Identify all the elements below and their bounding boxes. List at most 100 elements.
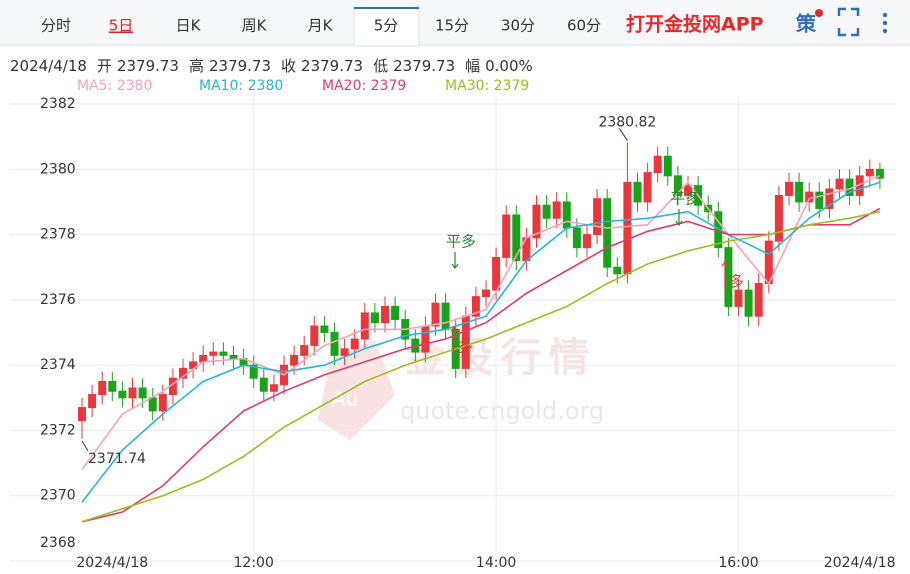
tab[interactable]: 15分 xyxy=(435,17,469,35)
candle-body xyxy=(209,351,218,356)
candle-body xyxy=(754,283,763,317)
candle-body xyxy=(633,181,642,203)
watermark-url: quote.cngold.org xyxy=(400,397,604,425)
candle-body xyxy=(330,332,339,356)
candle-body xyxy=(320,325,329,334)
candle-body xyxy=(441,302,450,330)
y-tick-label: 2372 xyxy=(40,422,76,438)
signal-arrow xyxy=(721,261,729,290)
signal-label: 多 xyxy=(458,338,473,356)
legend-entry: MA5: 2380 xyxy=(77,78,152,94)
info-value: 2379.73 xyxy=(117,57,179,75)
candle-body xyxy=(825,188,834,209)
info-value: 2379.73 xyxy=(393,57,455,75)
ma-line xyxy=(81,181,881,503)
candle-body xyxy=(229,354,238,360)
y-tick-label: 2374 xyxy=(40,357,76,373)
tab[interactable]: 月K xyxy=(308,17,334,35)
tab[interactable]: 分时 xyxy=(41,17,71,35)
info-date: 2024/4/18 xyxy=(10,57,87,75)
info-value: 2379.73 xyxy=(209,57,271,75)
candle-body xyxy=(431,302,440,327)
candle-body xyxy=(249,364,258,379)
ma-line xyxy=(81,207,881,523)
candle-body xyxy=(290,354,299,366)
candle-body xyxy=(562,201,571,229)
candle-body xyxy=(78,407,86,422)
candle-body xyxy=(219,351,228,356)
candle-body xyxy=(118,390,127,399)
x-tick-label: 14:00 xyxy=(476,555,516,571)
y-tick-label: 2380 xyxy=(40,161,76,177)
notice-dot xyxy=(815,9,823,17)
y-tick-label: 2382 xyxy=(40,96,76,112)
y-tick-label: 2368 xyxy=(40,535,76,551)
x-tick-label: 2024/4/18 xyxy=(824,555,896,571)
candle-body xyxy=(875,168,884,179)
y-tick-label: 2376 xyxy=(40,292,76,308)
strategy-icon[interactable]: 策 xyxy=(796,12,817,36)
x-tick-label: 16:00 xyxy=(718,555,758,571)
candle-body xyxy=(340,348,349,356)
legend-entry: MA20: 2379 xyxy=(322,78,406,94)
candle-body xyxy=(128,387,137,399)
candle-body xyxy=(623,181,632,275)
candle-body xyxy=(552,201,561,219)
tab[interactable]: 60分 xyxy=(567,17,601,35)
candle-body xyxy=(259,377,268,392)
x-tick-label: 12:00 xyxy=(234,555,274,571)
info-label: 开 xyxy=(97,57,112,75)
candle-body xyxy=(138,387,147,399)
signal-label: 平多 xyxy=(446,233,476,251)
candle-body xyxy=(381,305,389,324)
tab[interactable]: 周K xyxy=(242,17,268,35)
candle-body xyxy=(593,198,602,236)
candle-body xyxy=(865,168,874,177)
y-tick-label: 2370 xyxy=(40,488,76,504)
candle-body xyxy=(512,214,521,262)
info-value: 2379.73 xyxy=(301,57,363,75)
candle-body xyxy=(542,204,551,219)
candle-body xyxy=(158,394,167,412)
candle-body xyxy=(603,198,612,268)
tab[interactable]: 日K xyxy=(176,17,202,35)
info-value: 0.00% xyxy=(485,57,533,75)
candle-body xyxy=(269,384,278,392)
fullscreen-icon[interactable] xyxy=(837,7,860,37)
candle-body xyxy=(300,345,309,356)
tab[interactable]: 5日 xyxy=(109,17,134,35)
candle-body xyxy=(148,397,157,412)
candle-body xyxy=(795,181,804,203)
quote-info: 2024/4/18 开 2379.73 高 2379.73 收 2379.73 低 2379.7… xyxy=(10,57,533,75)
candle-body xyxy=(502,214,511,258)
signal-arrow xyxy=(675,209,683,226)
tab[interactable]: 30分 xyxy=(501,17,535,35)
candle-body xyxy=(492,256,501,291)
candle-body xyxy=(774,194,783,242)
candle-body xyxy=(360,312,369,340)
info-label: 幅 xyxy=(465,57,480,75)
more-icon[interactable] xyxy=(882,12,888,34)
candle-body xyxy=(835,178,844,190)
candle-body xyxy=(684,185,692,196)
candle-body xyxy=(482,289,490,298)
ma-line xyxy=(81,210,881,523)
info-label: 高 xyxy=(189,57,204,75)
min-pointer xyxy=(81,440,89,452)
signal-arrow xyxy=(451,252,459,269)
signal-arrow xyxy=(450,326,458,355)
legend-entry: MA30: 2379 xyxy=(445,78,529,94)
candle-body xyxy=(98,380,107,396)
info-label: 收 xyxy=(281,57,296,75)
signal-label: 多 xyxy=(729,273,744,291)
ma-line xyxy=(81,175,881,471)
candle-body xyxy=(391,305,400,320)
candle-body xyxy=(613,266,622,275)
legend-entry: MA10: 2380 xyxy=(199,78,283,94)
tab[interactable]: 5分 xyxy=(374,17,399,35)
promo-link[interactable]: 打开金投网APP xyxy=(626,13,764,36)
candle-body xyxy=(310,325,319,347)
